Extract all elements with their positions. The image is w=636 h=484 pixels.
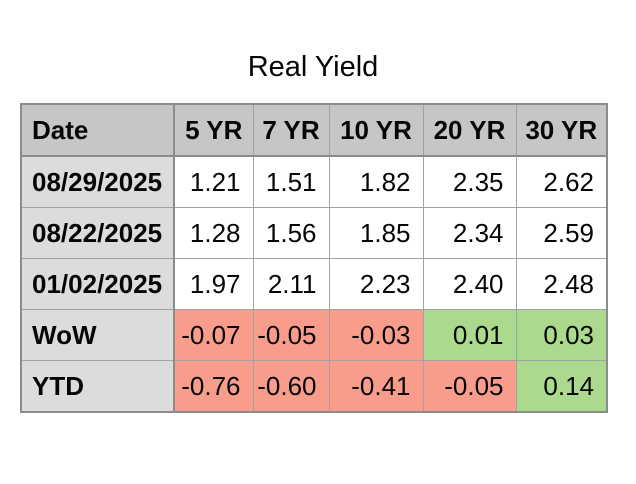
column-header-5yr: 5 YR bbox=[173, 103, 254, 157]
change-value-cell: 0.01 bbox=[422, 309, 517, 361]
yield-value-cell: 2.35 bbox=[422, 155, 517, 208]
table-row-wow: WoW -0.07 -0.05 -0.03 0.01 0.03 bbox=[20, 309, 608, 361]
yield-value-cell: 2.11 bbox=[252, 258, 330, 310]
column-header-20yr: 20 YR bbox=[422, 103, 517, 157]
row-label: 08/29/2025 bbox=[20, 155, 175, 208]
change-value-cell: -0.05 bbox=[422, 360, 517, 413]
change-value-cell: -0.07 bbox=[173, 309, 254, 361]
column-header-7yr: 7 YR bbox=[252, 103, 330, 157]
yield-value-cell: 2.48 bbox=[515, 258, 608, 310]
row-label: YTD bbox=[20, 360, 175, 413]
yield-value-cell: 1.28 bbox=[173, 207, 254, 259]
yield-value-cell: 1.51 bbox=[252, 155, 330, 208]
column-header-date: Date bbox=[20, 103, 175, 157]
table-row: 01/02/2025 1.97 2.11 2.23 2.40 2.48 bbox=[20, 258, 608, 310]
yield-value-cell: 2.59 bbox=[515, 207, 608, 259]
change-value-cell: -0.03 bbox=[328, 309, 424, 361]
change-value-cell: 0.14 bbox=[515, 360, 608, 413]
yield-value-cell: 2.34 bbox=[422, 207, 517, 259]
change-value-cell: -0.60 bbox=[252, 360, 330, 413]
yield-value-cell: 1.97 bbox=[173, 258, 254, 310]
column-header-10yr: 10 YR bbox=[328, 103, 424, 157]
yield-value-cell: 1.82 bbox=[328, 155, 424, 208]
yield-value-cell: 2.40 bbox=[422, 258, 517, 310]
change-value-cell: -0.05 bbox=[252, 309, 330, 361]
header-row: Date 5 YR 7 YR 10 YR 20 YR 30 YR bbox=[20, 103, 608, 157]
table-title: Real Yield bbox=[247, 51, 379, 83]
row-label: WoW bbox=[20, 309, 175, 361]
real-yield-table: Date 5 YR 7 YR 10 YR 20 YR 30 YR 08/29/2… bbox=[20, 103, 608, 413]
table-row: 08/22/2025 1.28 1.56 1.85 2.34 2.59 bbox=[20, 207, 608, 259]
yield-value-cell: 2.62 bbox=[515, 155, 608, 208]
column-header-30yr: 30 YR bbox=[515, 103, 608, 157]
table-row-ytd: YTD -0.76 -0.60 -0.41 -0.05 0.14 bbox=[20, 360, 608, 413]
yield-value-cell: 1.56 bbox=[252, 207, 330, 259]
table-row: 08/29/2025 1.21 1.51 1.82 2.35 2.62 bbox=[20, 155, 608, 208]
yield-value-cell: 2.23 bbox=[328, 258, 424, 310]
change-value-cell: -0.41 bbox=[328, 360, 424, 413]
change-value-cell: -0.76 bbox=[173, 360, 254, 413]
row-label: 01/02/2025 bbox=[20, 258, 175, 310]
yield-value-cell: 1.85 bbox=[328, 207, 424, 259]
yield-value-cell: 1.21 bbox=[173, 155, 254, 208]
change-value-cell: 0.03 bbox=[515, 309, 608, 361]
row-label: 08/22/2025 bbox=[20, 207, 175, 259]
